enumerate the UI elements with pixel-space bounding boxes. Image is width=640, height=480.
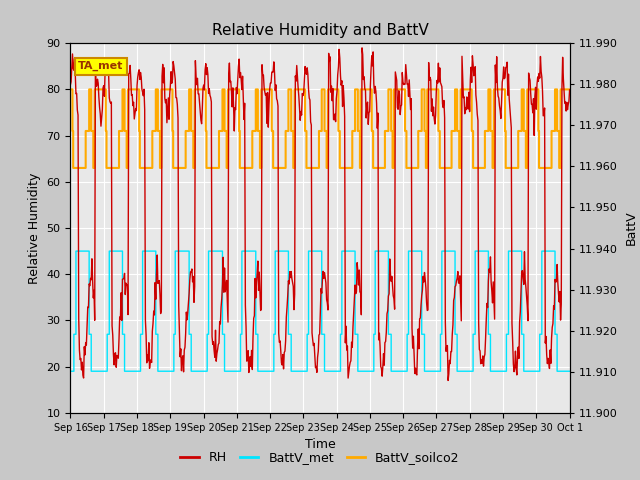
- Y-axis label: BattV: BattV: [625, 211, 637, 245]
- Title: Relative Humidity and BattV: Relative Humidity and BattV: [212, 23, 428, 38]
- Text: TA_met: TA_met: [78, 61, 124, 72]
- Legend: RH, BattV_met, BattV_soilco2: RH, BattV_met, BattV_soilco2: [175, 446, 465, 469]
- X-axis label: Time: Time: [305, 438, 335, 451]
- Y-axis label: Relative Humidity: Relative Humidity: [28, 172, 41, 284]
